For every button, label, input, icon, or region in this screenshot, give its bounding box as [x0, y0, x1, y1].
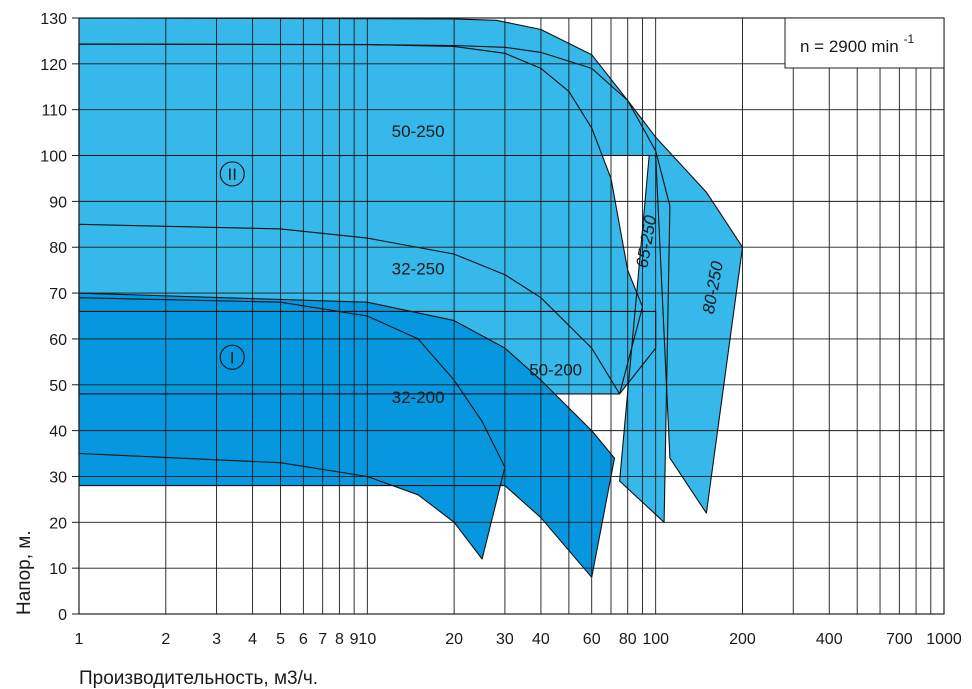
plot-frame	[78, 17, 945, 615]
series-label-50-250: 50-250	[392, 122, 445, 141]
x-axis-title: Производительность, м3/ч.	[79, 668, 318, 689]
x-tick-label: 60	[583, 631, 601, 648]
y-tick-label: 80	[49, 240, 67, 257]
svg-text:n = 2900 min -1: n = 2900 min -1	[800, 32, 914, 56]
speed-legend: n = 2900 min -1	[784, 17, 945, 69]
x-axis-ticks: 1 2 3 4 5 6 7 8 9 10 20 30 40 60 80 100 200 400 700 1000	[75, 631, 962, 648]
speed-exponent: -1	[904, 32, 915, 46]
y-tick-label: 0	[58, 607, 67, 624]
y-tick-label: 60	[49, 332, 67, 349]
x-tick-label: 20	[445, 631, 463, 648]
x-tick-label: 2	[161, 631, 170, 648]
curve-32-200	[78, 297, 506, 560]
x-tick-label: 100	[642, 631, 669, 648]
y-tick-label: 90	[49, 194, 67, 211]
zone-marker-circle	[219, 161, 245, 187]
x-tick-label: 1	[75, 631, 84, 648]
y-tick-label: 40	[49, 424, 67, 441]
y-tick-label: 130	[40, 11, 67, 28]
curve-65-250	[78, 43, 671, 523]
series-label-50-200: 50-200	[529, 361, 582, 380]
pump-curves	[78, 17, 744, 578]
y-tick-label: 120	[40, 57, 67, 74]
x-tick-label: 5	[276, 631, 285, 648]
y-tick-label: 10	[49, 561, 67, 578]
x-tick-label: 30	[496, 631, 514, 648]
region-32-200	[79, 297, 505, 559]
y-tick-label: 100	[40, 149, 67, 166]
speed-label: n = 2900 min	[800, 37, 899, 56]
series-label-32-250: 32-250	[392, 260, 445, 279]
curve-80-250	[78, 17, 744, 514]
y-tick-label: 20	[49, 515, 67, 532]
y-tick-label: 70	[49, 286, 67, 303]
x-tick-label: 7	[318, 631, 327, 648]
x-tick-label: 6	[299, 631, 308, 648]
x-tick-label: 10	[358, 631, 376, 648]
zone-marker-label: II	[228, 165, 237, 184]
x-tick-label: 1000	[926, 631, 962, 648]
x-tick-label: 200	[729, 631, 756, 648]
curve-50-200	[78, 292, 616, 578]
x-tick-label: 400	[816, 631, 843, 648]
zone-marker-label: I	[230, 348, 235, 367]
y-axis-ticks: 0 10 20 30 40 50 60 70 80 90 100 110 120 130	[40, 11, 79, 624]
series-label-32-200: 32-200	[392, 388, 445, 407]
x-tick-label: 9	[350, 631, 359, 648]
x-tick-label: 40	[532, 631, 550, 648]
y-tick-label: 110	[41, 103, 67, 120]
curve-32-250	[78, 223, 657, 395]
y-tick-label: 50	[49, 378, 67, 395]
zone-marker-circle	[219, 344, 245, 370]
x-tick-label: 8	[335, 631, 344, 648]
speed-legend-box	[784, 17, 945, 69]
x-tick-label: 4	[248, 631, 257, 648]
y-tick-label: 30	[49, 469, 67, 486]
x-tick-label: 3	[212, 631, 221, 648]
x-tick-label: 80	[619, 631, 637, 648]
y-axis-title: Напор, м.	[14, 530, 35, 615]
x-tick-label: 700	[886, 631, 913, 648]
